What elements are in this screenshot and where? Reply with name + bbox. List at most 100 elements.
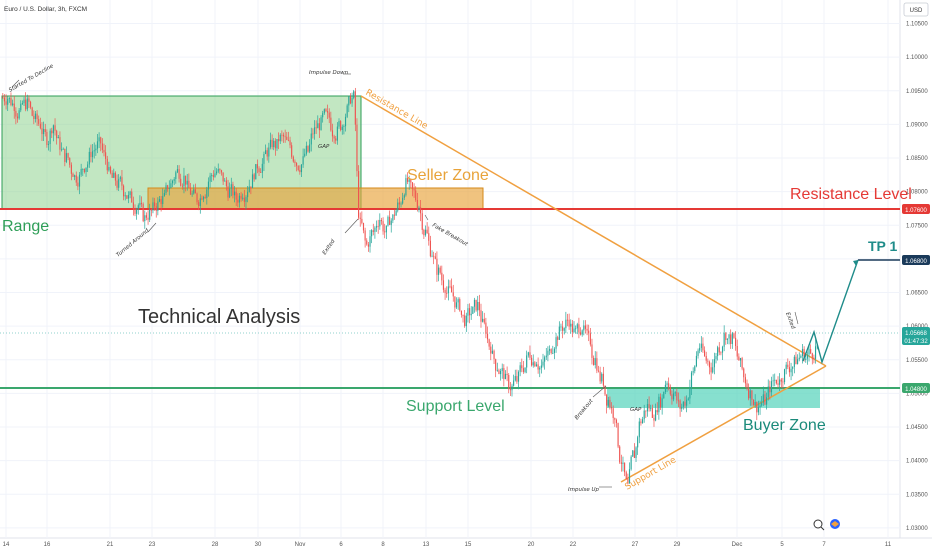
time-tick-label: 23 [149, 542, 156, 548]
candle-body [658, 396, 660, 413]
tradingview-logo-icon[interactable] [830, 519, 840, 529]
candle-body [118, 178, 120, 188]
candle-body [348, 96, 350, 106]
candle-body [612, 408, 614, 418]
candle-body [322, 113, 324, 118]
candle-body [251, 174, 254, 189]
candle-body [501, 368, 503, 372]
candle-body [36, 113, 38, 120]
time-tick-label: 20 [528, 542, 535, 548]
candle-body [803, 348, 805, 361]
candle-body [573, 328, 575, 333]
candle-body [439, 267, 441, 273]
candle-body [21, 103, 23, 104]
buyer-zone-box [607, 388, 820, 408]
candle-body [444, 289, 446, 293]
candle-body [570, 323, 572, 327]
candle-body [291, 145, 293, 157]
candle-body [531, 357, 533, 366]
candle-body [767, 386, 769, 398]
candle-body [278, 139, 280, 142]
candle-body [810, 349, 812, 354]
currency-badge-box[interactable] [903, 2, 929, 17]
time-tick-label: 30 [255, 542, 262, 548]
candle-body [620, 462, 622, 464]
time-axis-labels: 14 16 21 23 28 30 Nov 6 8 13 15 20 22 27 29 Dec 5 7 11 [3, 542, 892, 548]
candle-body [101, 143, 103, 150]
candle-body [2, 97, 4, 99]
candle-body [447, 286, 449, 294]
candle-body [717, 347, 719, 357]
candle-body [535, 364, 538, 367]
candle-body [276, 139, 278, 149]
candle-body [668, 383, 670, 388]
candle-body [496, 370, 498, 372]
candle-body [483, 318, 485, 323]
candle-body [708, 361, 711, 368]
support-trendline[interactable] [620, 365, 827, 483]
candle-body [214, 173, 216, 177]
candle-body [255, 164, 257, 180]
candle-body [140, 202, 143, 205]
candle-body [429, 240, 431, 257]
candle-body [712, 367, 714, 373]
candle-body [575, 328, 577, 330]
time-tick-label: 16 [44, 542, 51, 548]
candle-body [307, 145, 309, 152]
candle-body [704, 350, 706, 356]
price-tick-label: 1.08000 [906, 190, 928, 196]
candle-body [609, 399, 611, 408]
candle-body [506, 373, 508, 376]
candle-body [646, 404, 649, 412]
candle-body [358, 171, 360, 218]
candle-body [264, 150, 267, 155]
candle-body [681, 406, 683, 409]
zoom-icon[interactable] [813, 519, 825, 531]
candle-body [191, 193, 193, 195]
resistance-price-text: 1.07600 [905, 208, 927, 214]
candle-body [655, 410, 657, 421]
candle-body [274, 140, 276, 149]
candle-body [389, 216, 391, 225]
candle-body [800, 356, 802, 358]
projection-arrowhead [853, 260, 858, 266]
annotation-gap-2: GAP [630, 407, 642, 413]
candle-body [292, 156, 294, 162]
candle-body [793, 356, 795, 367]
candle-body [176, 169, 179, 173]
candle-body [202, 196, 205, 200]
candle-body [436, 258, 438, 275]
candle-body [813, 357, 815, 359]
candle-body [235, 191, 237, 200]
symbol-title[interactable]: Euro / U.S. Dollar, 3h, FXCM [4, 6, 87, 13]
candle-body [364, 230, 366, 241]
resistance-trendline[interactable] [360, 95, 827, 367]
candle-body [393, 214, 396, 216]
price-tick-label: 1.04500 [906, 425, 928, 431]
candle-body [617, 423, 619, 447]
projection-path [802, 259, 859, 365]
candle-body [619, 446, 621, 463]
price-axis-panel[interactable] [900, 0, 932, 550]
candle-body [736, 345, 738, 357]
candle-body [694, 366, 696, 372]
candle-body [41, 128, 43, 135]
candle-body [421, 213, 423, 230]
candle-body [38, 119, 40, 124]
candle-body [405, 178, 407, 196]
tp1-label: TP 1 [868, 238, 898, 254]
candle-body [547, 350, 549, 356]
candle-body [491, 350, 493, 354]
candle-body [105, 152, 107, 159]
candle-body [126, 195, 128, 199]
price-tick-label: 1.05500 [906, 358, 928, 364]
candle-body [475, 299, 477, 311]
currency-badge-text[interactable]: USD [910, 8, 923, 14]
candle-body [607, 399, 609, 406]
resistance-price-badge [902, 204, 930, 214]
candle-body [454, 296, 456, 308]
candle-body [374, 227, 376, 232]
candle-body [488, 339, 490, 347]
candle-body [154, 202, 156, 207]
